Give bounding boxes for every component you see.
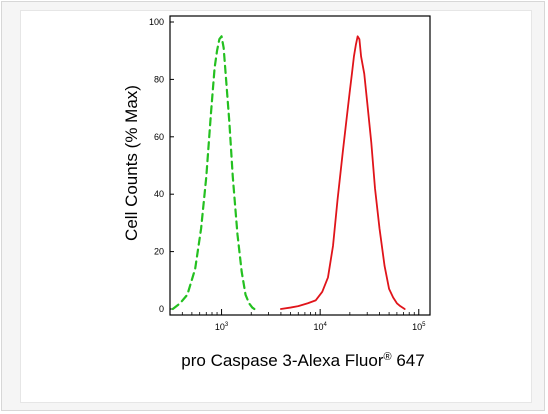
y-axis-tick-label: 40	[154, 189, 164, 199]
x-axis-ticks: 103 104 105	[169, 309, 426, 332]
plot-area: 0 20 40 60 80 100 103 104 105	[149, 15, 431, 332]
y-axis-label: Cell Counts (% Max)	[122, 85, 141, 241]
histogram-series-red	[280, 35, 406, 310]
chart-panel	[20, 10, 532, 403]
y-axis-ticks: 0 20 40 60 80 100	[149, 17, 174, 314]
y-axis-tick-label: 80	[154, 74, 164, 84]
x-axis-tick-label: 105	[412, 322, 426, 332]
series-layer	[171, 35, 406, 311]
plot-border	[169, 15, 431, 316]
y-axis-tick-label: 0	[159, 304, 164, 314]
y-axis-tick-label: 60	[154, 132, 164, 142]
histogram-series-green	[171, 35, 256, 311]
x-axis-tick-label: 104	[313, 322, 327, 332]
y-axis-tick-label: 100	[149, 17, 164, 27]
y-axis-tick-label: 20	[154, 247, 164, 257]
x-axis-tick-label: 103	[215, 322, 229, 332]
x-axis-label: pro Caspase 3-Alexa Fluor® 647	[181, 351, 424, 370]
